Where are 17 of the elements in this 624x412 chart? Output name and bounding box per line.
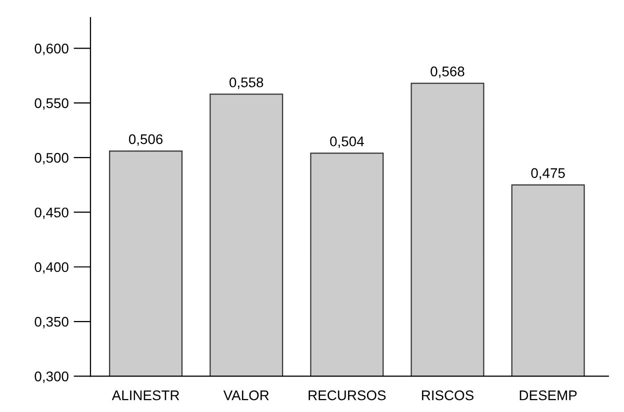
x-tick-label: VALOR	[223, 390, 269, 400]
data-label: 0,504	[330, 136, 364, 148]
x-tick-label: ALINESTR	[112, 390, 180, 400]
y-tick-label: 0,500	[34, 152, 68, 164]
x-tick-label: DESEMP	[520, 390, 577, 400]
y-tick-label: 0,300	[34, 371, 68, 383]
y-tick-label: 0,600	[34, 44, 68, 56]
data-label: 0,558	[230, 77, 264, 89]
x-tick-label: RECURSOS	[308, 390, 386, 400]
y-tick-label: 0,350	[34, 316, 68, 328]
y-tick-label: 0,450	[34, 208, 68, 220]
data-label: 0,506	[128, 134, 163, 146]
data-label: 0,475	[531, 168, 565, 180]
data-label: 0,568	[430, 66, 464, 78]
x-tick-label: RISCOS	[422, 390, 474, 400]
y-tick-label: 0,400	[34, 262, 68, 274]
y-tick-label: 0,550	[34, 98, 68, 110]
